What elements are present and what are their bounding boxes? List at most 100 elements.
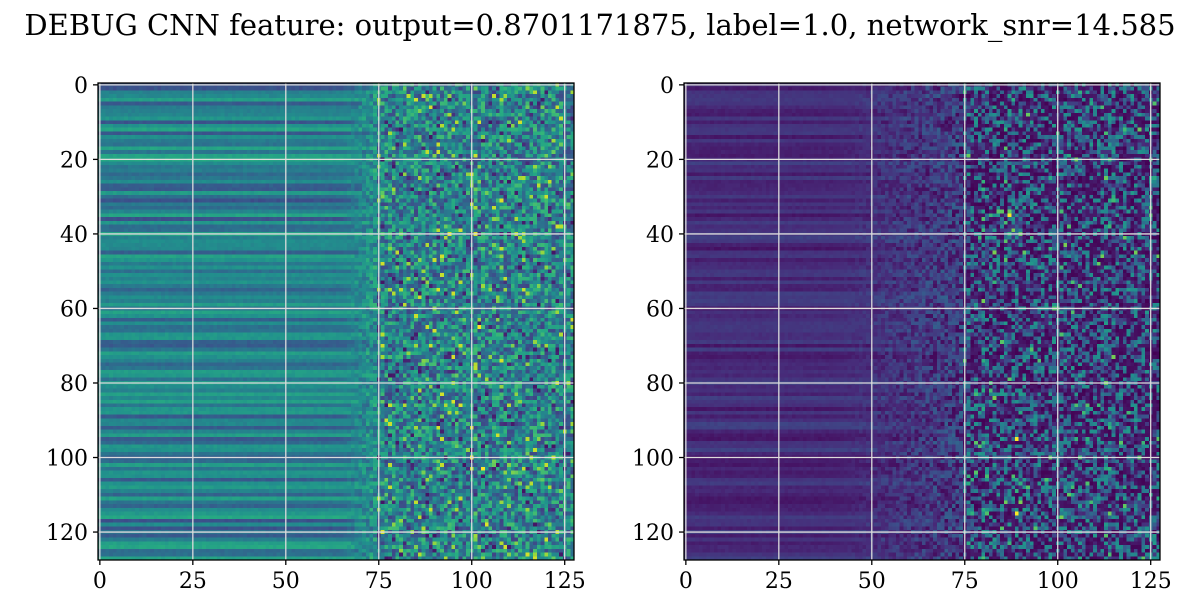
heatmap-cell	[135, 199, 139, 203]
heatmap-cell	[254, 87, 258, 91]
heatmap-cell	[277, 102, 281, 106]
heatmap-cell	[176, 195, 180, 199]
heatmap-cell	[154, 150, 158, 154]
heatmap-cell	[206, 87, 210, 91]
heatmap-cell	[303, 210, 307, 214]
heatmap-cell	[515, 184, 519, 188]
heatmap-cell	[113, 105, 117, 109]
heatmap-cell	[329, 169, 333, 173]
heatmap-cell	[228, 139, 232, 143]
heatmap-cell	[213, 213, 217, 217]
heatmap-cell	[158, 172, 162, 176]
heatmap-cell	[507, 210, 511, 214]
heatmap-cell	[291, 94, 295, 98]
heatmap-cell	[228, 199, 232, 203]
heatmap-cell	[559, 176, 563, 180]
heatmap-cell	[314, 94, 318, 98]
heatmap-cell	[247, 117, 251, 121]
heatmap-cell	[321, 180, 325, 184]
heatmap-cell	[105, 217, 109, 221]
heatmap-cell	[202, 105, 206, 109]
heatmap-cell	[269, 109, 273, 113]
heatmap-cell	[262, 217, 266, 221]
heatmap-cell	[455, 172, 459, 176]
heatmap-cell	[105, 187, 109, 191]
heatmap-cell	[236, 221, 240, 225]
heatmap-cell	[184, 117, 188, 121]
heatmap-cell	[262, 191, 266, 195]
heatmap-cell	[433, 187, 437, 191]
heatmap-cell	[451, 217, 455, 221]
heatmap-cell	[388, 109, 392, 113]
heatmap-cell	[262, 165, 266, 169]
heatmap-cell	[109, 180, 113, 184]
heatmap-cell	[351, 191, 355, 195]
heatmap-cell	[113, 120, 117, 124]
heatmap-cell	[396, 128, 400, 132]
heatmap-cell	[451, 98, 455, 102]
heatmap-cell	[128, 172, 132, 176]
heatmap-cell	[277, 187, 281, 191]
heatmap-cell	[254, 109, 258, 113]
heatmap-cell	[254, 135, 258, 139]
heatmap-cell	[567, 187, 571, 191]
heatmap-cell	[474, 154, 478, 158]
heatmap-cell	[425, 150, 429, 154]
heatmap-cell	[533, 105, 537, 109]
heatmap-cell	[184, 124, 188, 128]
heatmap-cell	[120, 124, 124, 128]
heatmap-cell	[366, 225, 370, 229]
heatmap-cell	[332, 135, 336, 139]
heatmap-cell	[124, 113, 128, 117]
heatmap-cell	[407, 169, 411, 173]
heatmap-cell	[414, 131, 418, 135]
heatmap-cell	[410, 131, 414, 135]
heatmap-cell	[548, 109, 552, 113]
heatmap-cell	[477, 202, 481, 206]
heatmap-cell	[481, 225, 485, 229]
heatmap-cell	[273, 195, 277, 199]
heatmap-cell	[213, 98, 217, 102]
heatmap-cell	[503, 109, 507, 113]
heatmap-cell	[195, 135, 199, 139]
heatmap-cell	[172, 154, 176, 158]
heatmap-cell	[555, 176, 559, 180]
heatmap-cell	[381, 143, 385, 147]
heatmap-cell	[507, 109, 511, 113]
heatmap-cell	[265, 146, 269, 150]
heatmap-cell	[288, 187, 292, 191]
heatmap-cell	[533, 225, 537, 229]
heatmap-cell	[306, 199, 310, 203]
heatmap-cell	[485, 102, 489, 106]
heatmap-cell	[221, 217, 225, 221]
heatmap-cell	[139, 180, 143, 184]
heatmap-cell	[143, 117, 147, 121]
heatmap-cell	[410, 98, 414, 102]
heatmap-cell	[202, 221, 206, 225]
heatmap-cell	[299, 161, 303, 165]
heatmap-cell	[247, 102, 251, 106]
heatmap-cell	[544, 94, 548, 98]
heatmap-cell	[451, 154, 455, 158]
heatmap-cell	[433, 94, 437, 98]
heatmap-cell	[358, 113, 362, 117]
heatmap-cell	[250, 213, 254, 217]
heatmap-cell	[239, 213, 243, 217]
heatmap-cell	[414, 102, 418, 106]
heatmap-cell	[195, 180, 199, 184]
heatmap-cell	[459, 109, 463, 113]
heatmap-cell	[474, 180, 478, 184]
heatmap-cell	[373, 180, 377, 184]
heatmap-cell	[515, 87, 519, 91]
heatmap-cell	[492, 221, 496, 225]
heatmap-cell	[113, 87, 117, 91]
heatmap-cell	[515, 180, 519, 184]
heatmap-cell	[414, 117, 418, 121]
heatmap-cell	[243, 202, 247, 206]
heatmap-cell	[109, 146, 113, 150]
heatmap-cell	[206, 210, 210, 214]
heatmap-cell	[250, 128, 254, 132]
heatmap-cell	[515, 191, 519, 195]
heatmap-cell	[518, 109, 522, 113]
heatmap-cell	[176, 131, 180, 135]
